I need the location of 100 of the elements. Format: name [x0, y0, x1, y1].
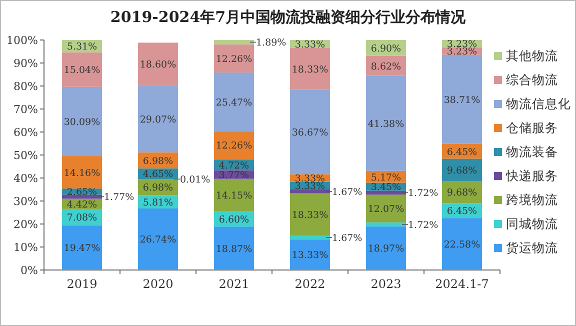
data-label: 15.04%: [64, 65, 100, 76]
y-tick-label: 10%: [14, 241, 38, 254]
bar: [214, 72, 254, 132]
x-tick-label: 2024.1-7: [435, 277, 489, 291]
x-tick-label: 2023: [370, 277, 402, 291]
bar: [366, 194, 406, 222]
bar: [62, 156, 102, 189]
data-label: 22.58%: [444, 240, 480, 251]
data-label: 25.47%: [216, 97, 252, 108]
data-label: 1.72%: [408, 220, 438, 231]
data-label: 3.33%: [294, 39, 326, 50]
x-tick-label: 2021: [218, 277, 250, 291]
bar: [290, 236, 330, 240]
legend-label: 物流信息化: [506, 96, 571, 111]
data-label: 41.38%: [368, 118, 404, 130]
data-label: 7.08%: [66, 212, 98, 224]
data-label: 19.47%: [64, 243, 100, 254]
legend-label: 快递服务: [505, 168, 558, 183]
bar: [62, 86, 102, 156]
data-label: 1.67%: [332, 232, 362, 244]
bar: [290, 48, 330, 90]
data-label: 5.17%: [370, 172, 402, 184]
y-tick-label: 0%: [20, 264, 38, 277]
bar: [62, 52, 102, 87]
data-label: 3.77%: [218, 170, 250, 182]
legend-label: 跨境物流: [506, 192, 558, 207]
bar: [366, 190, 406, 195]
data-label: 38.71%: [444, 94, 480, 106]
y-tick-label: 40%: [14, 172, 38, 185]
data-label: 6.45%: [446, 206, 478, 218]
legend-label: 综合物流: [506, 72, 558, 87]
bar: [62, 225, 102, 270]
data-label: 18.33%: [292, 64, 328, 76]
bar: [290, 239, 330, 270]
legend-label: 仓储服务: [506, 120, 558, 135]
data-label: 9.68%: [446, 188, 478, 199]
bar: [290, 190, 330, 194]
data-label: 12.26%: [216, 140, 252, 152]
legend-label: 同城物流: [506, 216, 558, 231]
data-label: 1.77%: [104, 192, 134, 204]
bar: [138, 85, 178, 152]
legend-label: 物流装备: [506, 144, 558, 159]
bar: [214, 226, 254, 270]
data-label: 1.89%: [256, 38, 286, 49]
bar: [290, 90, 330, 174]
bar: [442, 54, 482, 144]
y-tick-label: 30%: [14, 195, 38, 208]
data-label: 18.87%: [216, 244, 252, 255]
data-label: 6.45%: [446, 146, 478, 158]
y-tick-label: 100%: [6, 34, 38, 47]
data-label: 18.60%: [140, 60, 176, 71]
data-label: 18.97%: [368, 244, 404, 255]
data-label: 14.15%: [216, 190, 252, 202]
data-label: 1.67%: [332, 186, 362, 198]
x-tick-label: 2019: [66, 277, 98, 291]
data-label: 0.01%: [180, 174, 210, 186]
data-label: 12.07%: [368, 204, 404, 216]
data-label: 5.31%: [66, 42, 98, 53]
bar: [214, 44, 254, 73]
bar: [138, 42, 178, 86]
bar: [214, 131, 254, 160]
y-tick-label: 60%: [14, 126, 38, 139]
y-tick-label: 20%: [14, 218, 38, 231]
data-label: 4.65%: [142, 169, 174, 180]
bar: [442, 218, 482, 270]
data-label: 26.74%: [140, 234, 176, 246]
data-label: 30.09%: [64, 116, 100, 128]
x-tick-label: 2022: [294, 277, 326, 291]
data-label: 36.67%: [292, 128, 328, 139]
y-tick-label: 50%: [14, 149, 38, 162]
data-label: 6.90%: [370, 43, 402, 54]
bar: [290, 193, 330, 236]
y-tick-label: 90%: [14, 57, 38, 70]
data-label: 8.62%: [370, 61, 402, 72]
data-label: 18.33%: [292, 210, 328, 221]
data-label: 3.45%: [370, 182, 402, 194]
data-label: 12.26%: [216, 54, 252, 65]
bar: [366, 76, 406, 171]
data-label: 4.72%: [218, 160, 250, 172]
y-tick-label: 70%: [14, 103, 38, 116]
title: 2019-2024年7月中国物流投融资细分行业分布情况: [110, 8, 466, 26]
data-label: 9.68%: [446, 165, 478, 176]
data-label: 13.33%: [292, 250, 328, 262]
data-label: 5.81%: [142, 197, 174, 208]
bar: [138, 208, 178, 270]
data-label: 1.72%: [408, 188, 438, 200]
data-label: 6.98%: [142, 156, 174, 167]
legend-label: 货运物流: [506, 240, 558, 255]
y-tick-label: 80%: [14, 80, 38, 93]
data-label: 6.98%: [142, 182, 174, 194]
bar: [214, 178, 254, 212]
data-label: 14.16%: [64, 168, 100, 179]
data-label: 4.42%: [66, 199, 98, 210]
data-label: 6.60%: [218, 214, 250, 226]
bar: [366, 222, 406, 226]
data-label: 29.07%: [140, 114, 176, 126]
bar: [366, 226, 406, 270]
bar: [214, 40, 254, 44]
x-tick-label: 2020: [142, 277, 174, 291]
legend-label: 其他物流: [506, 48, 558, 63]
